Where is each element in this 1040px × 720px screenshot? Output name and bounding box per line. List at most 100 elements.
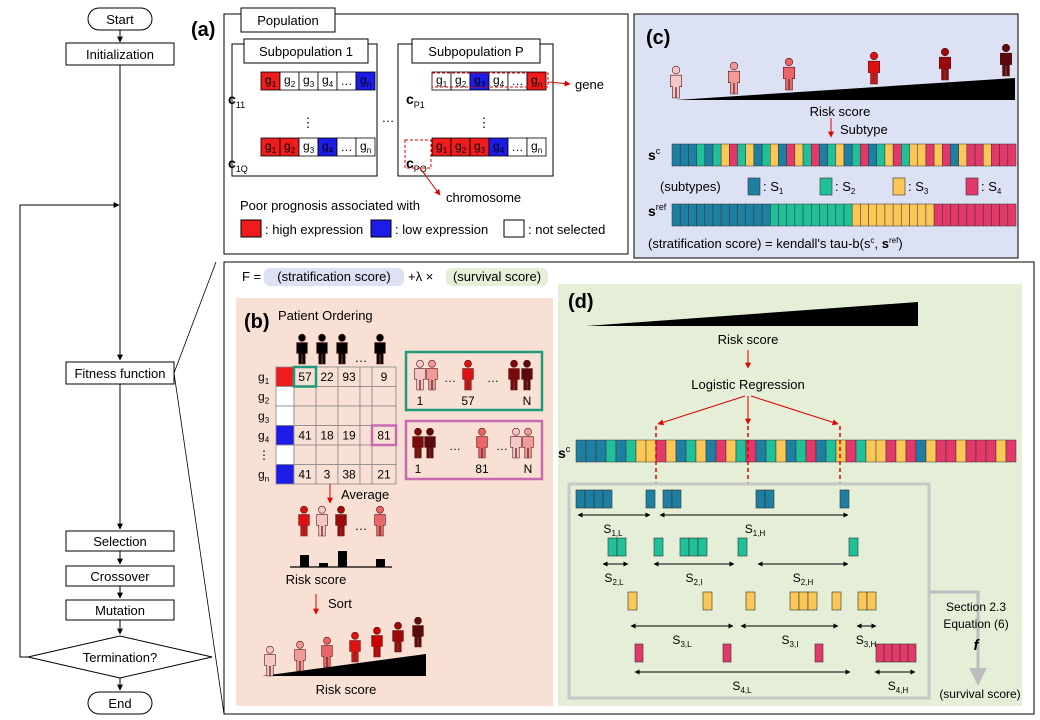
grid-value: 21: [377, 468, 391, 482]
grid-gene-cell: [275, 464, 295, 485]
svg-text:…: …: [487, 371, 499, 385]
subtype-cell: [761, 203, 771, 227]
grid-value: 3: [324, 468, 331, 482]
range-cell: [575, 489, 586, 509]
top-people: …: [296, 333, 386, 365]
grid-gene-cell: [275, 425, 295, 446]
grid-cell: [359, 444, 373, 465]
panel-d: (d) Risk score Logistic Regression sc S1…: [558, 284, 1022, 706]
patient-ordering: Patient Ordering: [278, 308, 373, 323]
person-icon: [349, 631, 361, 663]
range-cell: [688, 537, 699, 557]
subtype-cell: [585, 439, 597, 463]
subtype-cell: [945, 439, 957, 463]
risk-bar: [376, 559, 385, 567]
range-cell: [722, 643, 732, 663]
sorted-people: [264, 616, 424, 677]
grid-value: 41: [298, 468, 312, 482]
subtype-legend: : S1: S2: S3: S4: [747, 177, 1002, 196]
subtype-cell: [925, 143, 935, 167]
svg-text:…: …: [355, 518, 368, 533]
loop-back-arrow: [19, 202, 120, 658]
person-icon: [521, 359, 533, 391]
range-cell: [883, 643, 893, 663]
subtype-cell: [705, 439, 717, 463]
range-cell: [899, 643, 909, 663]
grid-cell: [371, 464, 397, 485]
population-label: Population: [257, 13, 318, 28]
range-cell: [814, 643, 824, 663]
person-icon: [462, 359, 474, 391]
svg-text:g3: g3: [303, 73, 315, 89]
flowchart: Start Initialization Fitness function Se…: [19, 7, 225, 715]
subtype-cell: [688, 203, 697, 227]
subtype-cell: [712, 143, 722, 167]
grid-cell: [315, 386, 339, 407]
subtype-cell: [917, 203, 927, 227]
subtype-cell: [825, 439, 837, 463]
subtype-cell: [942, 143, 951, 167]
subtype-cell: [991, 143, 1000, 167]
subtype-cell: [819, 203, 828, 227]
person-icon: [264, 645, 276, 677]
svg-text:: S1: : S1: [763, 179, 784, 196]
range-cell: [679, 537, 690, 557]
subtype-cell: [865, 439, 877, 463]
d-risk-score: Risk score: [718, 332, 779, 347]
range-cell: [645, 489, 656, 509]
legend-low-swatch: [370, 219, 392, 238]
range-cell: [745, 591, 756, 611]
chromosome-callout: chromosome: [446, 190, 521, 205]
grid-cell: [315, 405, 339, 426]
gene-cell: [526, 137, 547, 157]
equation-label: Equation (6): [943, 617, 1008, 631]
person-icon: [392, 621, 404, 653]
grid-value: 9: [381, 370, 388, 384]
range-cell: [866, 591, 877, 611]
grid-cell: [371, 386, 397, 407]
subtype-cell: [704, 143, 714, 167]
grid-cell: [371, 444, 397, 465]
person-icon: [476, 427, 488, 459]
subtype-cell: [933, 143, 943, 167]
subtype-cell: [665, 439, 677, 463]
subtype-cell: [917, 143, 927, 167]
subtype-cell: [735, 439, 747, 463]
panel-a-label: (a): [191, 19, 215, 41]
sc-bar: [671, 143, 1017, 167]
subtype-cell: [737, 143, 746, 167]
range-cell: [857, 591, 868, 611]
subtype-cell: [876, 203, 886, 227]
svg-text:g4: g4: [322, 139, 334, 155]
subtype-cell: [645, 439, 657, 463]
panel-b-label: (b): [244, 311, 270, 333]
svg-text:…: …: [444, 371, 456, 385]
range-cell: [702, 591, 713, 611]
range-cell: [634, 643, 644, 663]
subtype-cell: [915, 439, 927, 463]
svg-text:: S4: : S4: [981, 179, 1002, 196]
subtype-cell: [884, 143, 894, 167]
legend-low: : low expression: [395, 222, 488, 237]
range-cell: [602, 489, 613, 509]
d-sc-label: sc: [558, 444, 571, 461]
range-cell: [891, 643, 901, 663]
order2-label: 81: [475, 462, 489, 476]
subtype-cell: [884, 203, 894, 227]
subtype-cell: [868, 143, 878, 167]
person-icon: [316, 333, 328, 365]
svg-text:g4: g4: [493, 139, 505, 155]
svg-text:g3: g3: [474, 139, 486, 155]
kendall-formula: (stratification score) = kendall's tau-b…: [648, 236, 903, 251]
grid-cell: [315, 444, 339, 465]
legend-title: Poor prognosis associated with: [240, 198, 420, 213]
subtype-cell: [729, 203, 738, 227]
person-icon: [510, 427, 522, 459]
subtype-cell: [892, 143, 902, 167]
person-icon: [294, 640, 306, 672]
person-icon: [321, 636, 333, 668]
f-label: f: [974, 637, 981, 654]
svg-text:g2: g2: [284, 139, 296, 155]
range-cell: [653, 537, 664, 557]
